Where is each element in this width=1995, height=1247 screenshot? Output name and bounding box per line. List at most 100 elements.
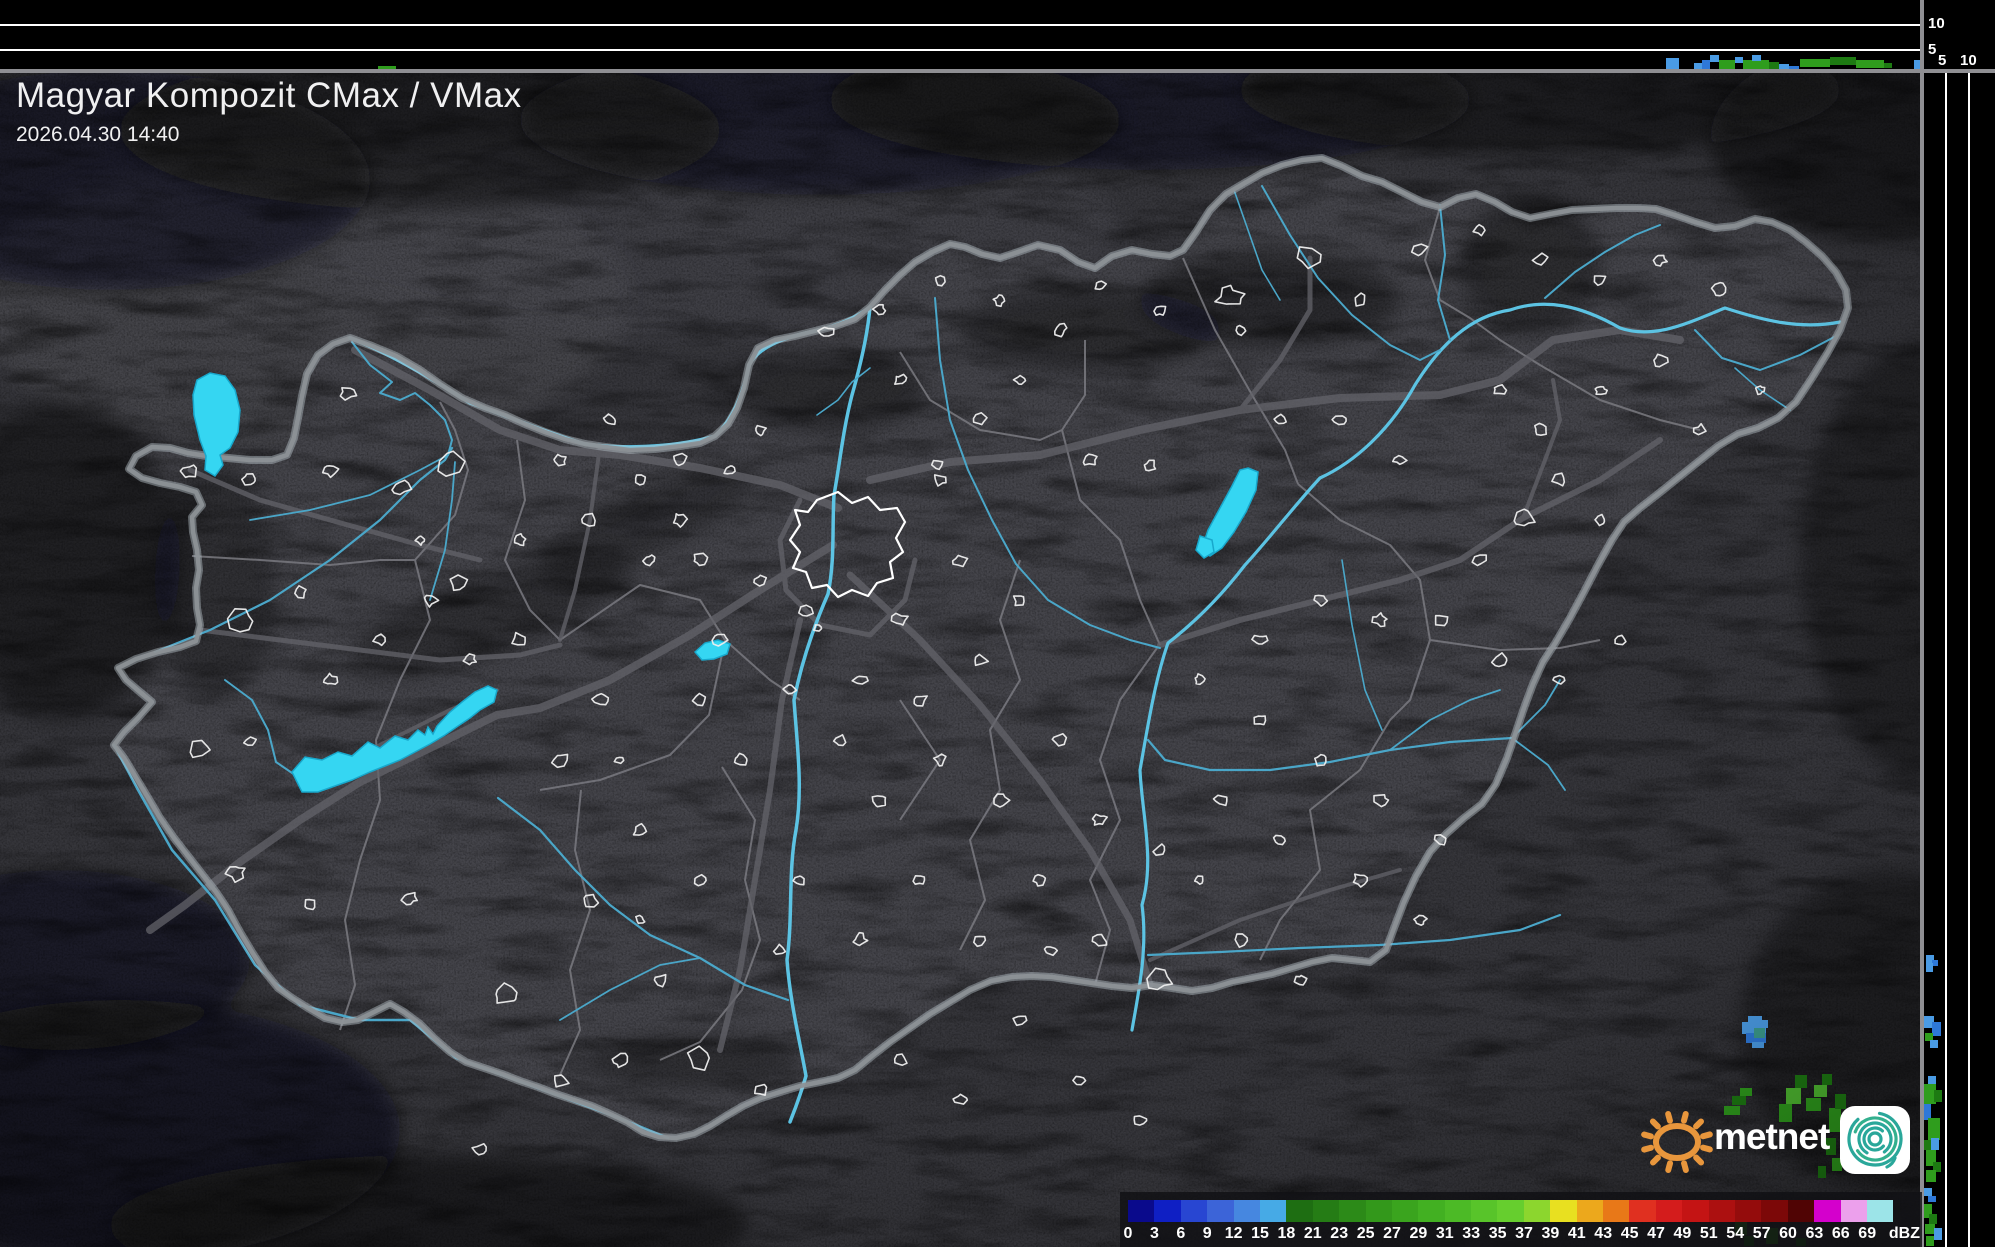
legend-tick-label: 66 — [1831, 1225, 1850, 1242]
legend-tick-label: 60 — [1779, 1225, 1797, 1242]
radar-echo-cell — [1740, 1088, 1752, 1096]
profile-echo-cell — [1884, 63, 1892, 68]
profile-echo-cell — [1931, 1138, 1939, 1150]
legend-swatch — [1734, 1200, 1762, 1222]
profile-echo-cell — [1702, 60, 1710, 70]
title-block: Magyar Kompozit CMax / VMax 2026.04.30 1… — [16, 76, 522, 147]
profile-echo-cell — [1856, 60, 1884, 68]
legend-tick-label: 57 — [1752, 1225, 1771, 1242]
dbz-legend: 0 3 6 9 12 15 18 21 23 25 27 29 31 33 35 37 39 41 43 45 47 49… — [1120, 1192, 1922, 1247]
top-panel-gridline-5km — [0, 49, 1922, 51]
legend-swatch — [1233, 1200, 1260, 1222]
legend-swatch — [1471, 1200, 1498, 1222]
radar-echo-cell — [1814, 1085, 1827, 1097]
legend-swatch — [1866, 1200, 1894, 1222]
sun-ray — [1681, 1160, 1689, 1173]
right-height-profile-panel — [1922, 71, 1995, 1247]
sun-ray — [1649, 1118, 1661, 1130]
panel-separator-horizontal — [0, 69, 1995, 73]
profile-echo-cell — [1743, 60, 1769, 69]
legend-swatch — [1523, 1200, 1551, 1222]
legend-swatch — [1840, 1200, 1867, 1222]
legend-tick-label: 29 — [1409, 1225, 1428, 1242]
radar-echo-cell — [1822, 1074, 1832, 1085]
sun-ray — [1650, 1154, 1661, 1166]
profile-echo-cell — [1914, 60, 1922, 69]
legend-tick-label: 18 — [1277, 1225, 1296, 1242]
profile-echo-cell — [1924, 1084, 1936, 1104]
legend-swatch — [1444, 1200, 1472, 1222]
profile-echo-cell — [1924, 1140, 1932, 1150]
sun-ray — [1641, 1131, 1654, 1140]
legend-swatch-row — [1128, 1200, 1894, 1222]
legend-tick-label: 41 — [1567, 1225, 1586, 1242]
profile-echo-cell — [1926, 1170, 1936, 1182]
legend-tick-label: 47 — [1647, 1225, 1665, 1242]
profile-echo-cell — [1694, 63, 1702, 70]
timestamp: 2026.04.30 14:40 — [16, 123, 180, 146]
top-axis-label-10: 10 — [1928, 15, 1945, 32]
profile-echo-cell — [1925, 1224, 1935, 1234]
profile-echo-cell — [1928, 1076, 1936, 1085]
legend-tick-label: 69 — [1858, 1225, 1877, 1242]
sun-ray — [1680, 1110, 1689, 1124]
right-axis-label-5: 5 — [1938, 52, 1947, 69]
legend-swatch — [1180, 1200, 1208, 1222]
legend-tick-label: 37 — [1515, 1225, 1533, 1242]
legend-swatch — [1312, 1200, 1340, 1222]
right-axis-label-10: 10 — [1960, 52, 1977, 69]
profile-echo-cell — [1752, 55, 1761, 61]
legend-tick-label: 12 — [1224, 1225, 1243, 1242]
profile-echo-cell — [1928, 1196, 1936, 1202]
sun-ray — [1665, 1111, 1673, 1124]
profile-echo-cell — [1924, 1188, 1932, 1196]
legend-swatch — [1286, 1200, 1313, 1222]
profile-echo-cell — [1779, 64, 1789, 70]
panel-separator-vertical — [1920, 0, 1924, 1247]
profile-echo-cell — [1929, 1214, 1937, 1224]
legend-tick-label: 39 — [1541, 1225, 1560, 1242]
legend-unit-label: dBZ — [1888, 1225, 1920, 1242]
right-panel-gridline-10km — [1968, 71, 1970, 1247]
profile-echo-cell — [1800, 59, 1830, 67]
legend-tick-label: 63 — [1805, 1225, 1824, 1242]
radar-echo-cell — [1760, 1020, 1768, 1028]
profile-echo-cell — [1922, 1204, 1932, 1218]
profile-echo-cell — [1934, 1090, 1942, 1102]
profile-echo-cell — [1925, 1033, 1933, 1041]
sun-ray — [1700, 1144, 1713, 1153]
legend-tick-label: 45 — [1620, 1225, 1639, 1242]
legend-swatch — [1603, 1200, 1630, 1222]
profile-echo-cell — [1926, 1236, 1934, 1246]
sun-ray — [1693, 1154, 1705, 1166]
legend-swatch — [1682, 1200, 1709, 1222]
legend-tick-label: 0 — [1123, 1225, 1133, 1242]
profile-echo-cell — [1769, 62, 1779, 69]
legend-swatch — [1207, 1200, 1234, 1222]
metnet-app-icon — [1840, 1106, 1910, 1174]
legend-swatch — [1418, 1200, 1445, 1222]
legend-swatch — [1497, 1200, 1524, 1222]
legend-tick-label: 54 — [1726, 1225, 1745, 1242]
sun-icon — [1641, 1110, 1713, 1174]
radar-echo-cell — [1752, 1042, 1764, 1048]
legend-tick-label: 25 — [1356, 1225, 1375, 1242]
legend-swatch — [1339, 1200, 1366, 1222]
legend-swatch — [1391, 1200, 1419, 1222]
legend-tick-label: 27 — [1383, 1225, 1401, 1242]
legend-tick-label: 21 — [1303, 1225, 1322, 1242]
legend-swatch — [1365, 1200, 1392, 1222]
profile-echo-cell — [1926, 1150, 1936, 1166]
radar-echo-cell — [1795, 1075, 1807, 1088]
profile-echo-cell — [1930, 1040, 1938, 1048]
legend-tick-label: 35 — [1488, 1225, 1507, 1242]
legend-swatch — [1814, 1200, 1841, 1222]
page-title: Magyar Kompozit CMax / VMax — [16, 76, 522, 115]
logo-wordmark: metnet — [1714, 1116, 1830, 1157]
legend-tick-label: 43 — [1594, 1225, 1613, 1242]
legend-swatch — [1655, 1200, 1683, 1222]
profile-echo-cell — [1932, 960, 1938, 966]
legend-swatch — [1550, 1200, 1577, 1222]
